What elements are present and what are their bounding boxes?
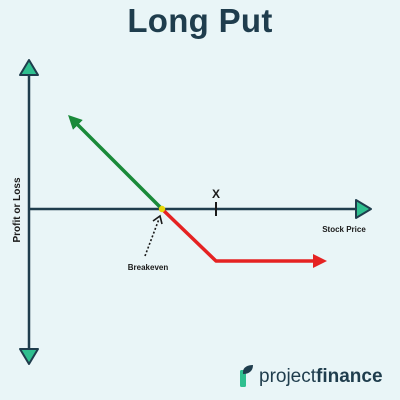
y-axis-top-arrow-icon [19, 59, 39, 76]
page-title: Long Put [127, 2, 273, 39]
brand-name-regular: project [259, 365, 317, 387]
breakeven-label: Breakeven [128, 263, 169, 272]
x-axis-label: Stock Price [322, 225, 366, 234]
brand-name-bold: finance [316, 365, 383, 387]
x-axis-right-arrow-icon [355, 199, 372, 219]
strike-label: X [212, 187, 220, 201]
y-axis-bottom-arrow-icon [19, 348, 39, 365]
breakeven-pointer [144, 218, 160, 257]
y-axis-label: Profit or Loss [12, 177, 23, 242]
loss-line [160, 207, 327, 268]
brand-name: projectfinance [259, 367, 383, 386]
breakeven-point [158, 205, 166, 213]
brand-logo: projectfinance [240, 365, 383, 387]
breakeven-pointer-arrow-icon [152, 214, 163, 225]
profit-line [68, 115, 164, 211]
projectfinance-leaf-icon [240, 365, 253, 387]
